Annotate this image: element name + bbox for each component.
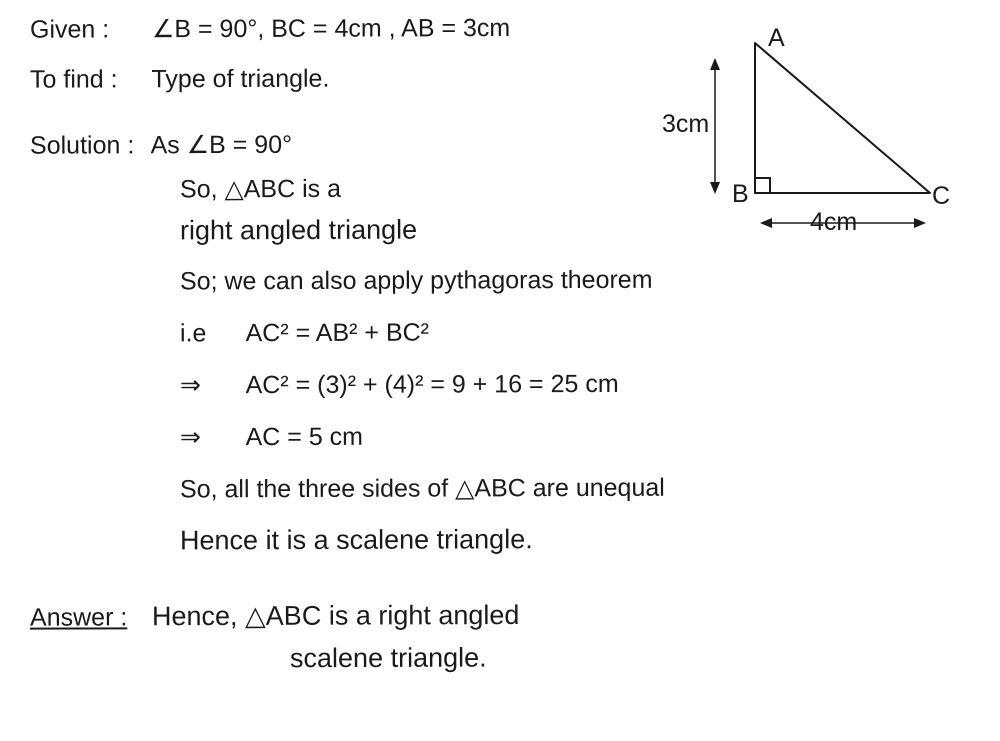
solution-row-4: So; we can also apply pythagoras theorem (180, 263, 990, 298)
arrowhead-left-icon (760, 218, 772, 228)
solution-line6a: ⇒ (180, 369, 240, 402)
solution-line4: So; we can also apply pythagoras theorem (180, 266, 653, 296)
solution-line1: As ∠B = 90° (151, 131, 293, 159)
arrowhead-down-icon (710, 182, 720, 194)
arrowhead-right-icon (914, 218, 926, 228)
solution-row-8: So, all the three sides of △ABC are uneq… (180, 471, 990, 506)
vertex-B-label: B (732, 178, 749, 211)
solution-line2: So, △ABC is a (180, 175, 341, 204)
tofind-label: To find : (30, 63, 145, 96)
solution-label: Solution : (30, 129, 145, 162)
solution-row-9: Hence it is a scalene triangle. (180, 521, 990, 559)
answer-line1: Hence, △ABC is a right angled (152, 600, 520, 631)
vertex-A-label: A (768, 22, 785, 55)
solution-line6b: AC² = (3)² + (4)² = 9 + 16 = 25 cm (246, 370, 619, 399)
given-text: ∠B = 90°, BC = 4cm , AB = 3cm (152, 14, 510, 43)
answer-label: Answer : (30, 601, 145, 634)
solution-line3: right angled triangle (180, 215, 417, 246)
solution-line5b: AC² = AB² + BC² (246, 319, 429, 348)
solution-line8: So, all the three sides of △ABC are uneq… (180, 474, 665, 504)
given-label: Given : (30, 13, 145, 46)
answer-row-1: Answer : Hence, △ABC is a right angled (30, 596, 990, 634)
bc-length-label: 4cm (810, 206, 857, 239)
solution-line7a: ⇒ (180, 421, 240, 454)
right-angle-icon (755, 178, 770, 193)
ab-length-label: 3cm (662, 108, 709, 141)
solution-row-7: ⇒ AC = 5 cm (180, 419, 990, 454)
vertex-C-label: C (932, 180, 950, 213)
solution-line7b: AC = 5 cm (246, 423, 364, 451)
solution-line5a: i.e (180, 317, 240, 350)
solution-line9: Hence it is a scalene triangle. (180, 524, 533, 555)
answer-row-2: scalene triangle. (290, 639, 990, 677)
arrowhead-up-icon (710, 58, 720, 70)
tofind-text: Type of triangle. (151, 65, 329, 94)
triangle-path (755, 43, 930, 193)
triangle-diagram: A B C 3cm 4cm (660, 28, 960, 248)
solution-row-6: ⇒ AC² = (3)² + (4)² = 9 + 16 = 25 cm (180, 367, 990, 402)
answer-line2: scalene triangle. (290, 643, 487, 674)
solution-row-5: i.e AC² = AB² + BC² (180, 315, 990, 350)
